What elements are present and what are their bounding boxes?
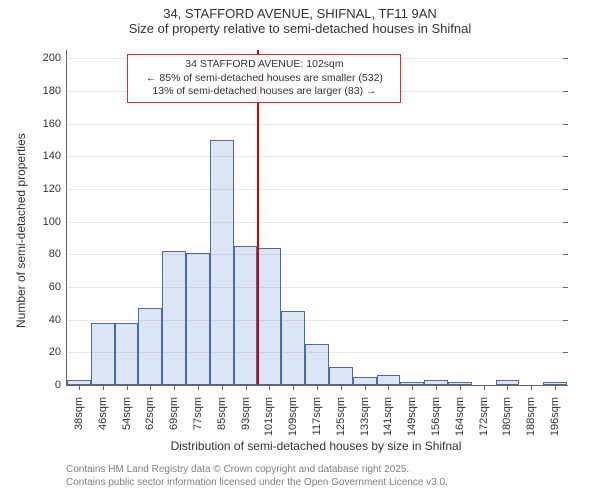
x-tick-label: 109sqm: [287, 393, 299, 436]
x-tick-label: 77sqm: [192, 393, 204, 430]
x-tick-label: 164sqm: [454, 393, 466, 436]
x-tick-label: 117sqm: [311, 393, 323, 435]
annot-line-2: ← 85% of semi-detached houses are smalle…: [134, 72, 394, 86]
annot-line-1: 34 STAFFORD AVENUE: 102sqm: [134, 58, 394, 72]
title-line-2: Size of property relative to semi-detach…: [0, 21, 600, 36]
plot-area: 020406080100120140160180200 38sqm46sqm54…: [66, 50, 567, 386]
annotation-box: 34 STAFFORD AVENUE: 102sqm ← 85% of semi…: [127, 54, 401, 103]
bar: [329, 367, 353, 385]
bar: [234, 246, 258, 385]
bar: [210, 140, 234, 385]
y-tick-label: 60: [49, 281, 67, 293]
x-tick-label: 85sqm: [216, 393, 228, 430]
bar: [162, 251, 186, 385]
x-tick-label: 141sqm: [382, 393, 394, 436]
x-tick-label: 180sqm: [501, 393, 513, 436]
x-tick-label: 54sqm: [121, 393, 133, 430]
x-tick-label: 196sqm: [549, 393, 561, 436]
x-tick-label: 93sqm: [240, 393, 252, 430]
bar: [115, 323, 139, 385]
y-tick-label: 180: [43, 85, 67, 97]
x-tick-label: 101sqm: [263, 393, 275, 436]
y-tick-label: 120: [43, 183, 67, 195]
x-tick-label: 149sqm: [406, 393, 418, 436]
footer-line-1: Contains HM Land Registry data © Crown c…: [66, 463, 448, 476]
y-tick-label: 160: [43, 118, 67, 130]
y-tick-label: 200: [43, 52, 67, 64]
y-tick-label: 0: [55, 379, 67, 391]
bar: [305, 344, 329, 385]
y-tick-label: 140: [43, 150, 67, 162]
x-tick-label: 133sqm: [359, 393, 371, 436]
bar: [353, 377, 377, 385]
x-tick-label: 188sqm: [525, 393, 537, 436]
x-axis-label: Distribution of semi-detached houses by …: [66, 439, 566, 453]
annot-line-3: 13% of semi-detached houses are larger (…: [134, 85, 394, 99]
title-line-1: 34, STAFFORD AVENUE, SHIFNAL, TF11 9AN: [0, 6, 600, 21]
title-block: 34, STAFFORD AVENUE, SHIFNAL, TF11 9AN S…: [0, 0, 600, 36]
y-axis-label: Number of semi-detached properties: [14, 133, 28, 328]
y-tick-label: 80: [49, 248, 67, 260]
x-tick-label: 172sqm: [478, 393, 490, 436]
x-tick-label: 69sqm: [168, 393, 180, 430]
x-tick-label: 125sqm: [335, 393, 347, 436]
bar: [91, 323, 115, 385]
y-tick-label: 20: [49, 346, 67, 358]
x-tick-label: 62sqm: [144, 393, 156, 430]
bar: [257, 248, 281, 385]
y-tick-label: 100: [43, 216, 67, 228]
x-tick-label: 46sqm: [97, 393, 109, 430]
footer-attribution: Contains HM Land Registry data © Crown c…: [66, 463, 448, 489]
chart-container: 34, STAFFORD AVENUE, SHIFNAL, TF11 9AN S…: [0, 0, 600, 500]
x-tick-label: 38sqm: [73, 393, 85, 430]
y-tick-label: 40: [49, 314, 67, 326]
bar: [281, 311, 305, 385]
x-tick-label: 156sqm: [430, 393, 442, 436]
footer-line-2: Contains public sector information licen…: [66, 476, 448, 489]
bar: [377, 375, 401, 385]
